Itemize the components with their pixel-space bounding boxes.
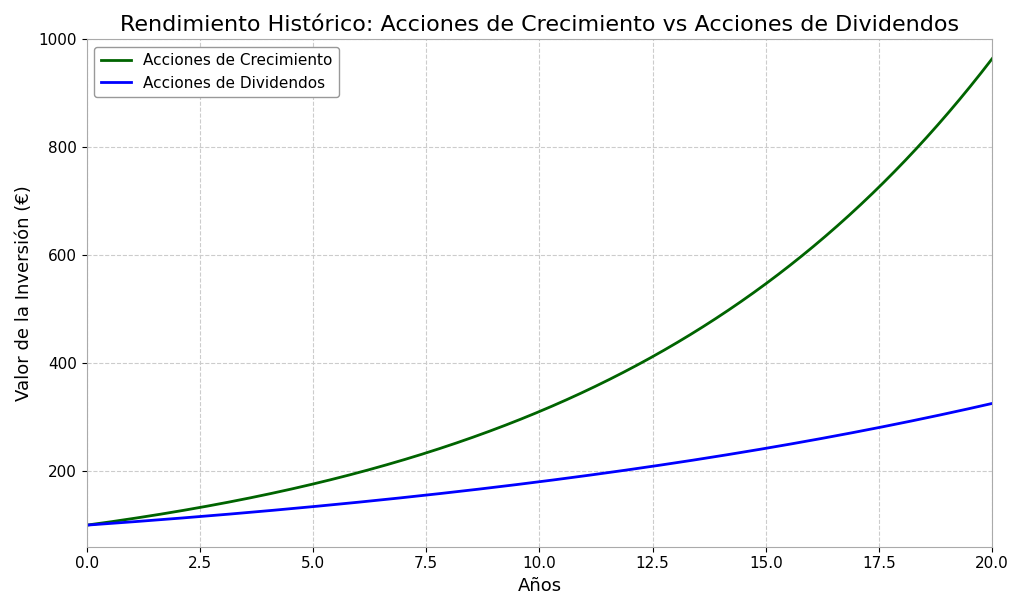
Acciones de Crecimiento xyxy=(803,246,815,254)
Y-axis label: Valor de la Inversión (€): Valor de la Inversión (€) xyxy=(15,185,33,401)
Acciones de Crecimiento xyxy=(986,55,998,62)
Acciones de Crecimiento xyxy=(446,440,459,448)
Legend: Acciones de Crecimiento, Acciones de Dividendos: Acciones de Crecimiento, Acciones de Div… xyxy=(94,47,339,97)
Acciones de Crecimiento xyxy=(479,429,492,436)
Title: Rendimiento Histórico: Acciones de Crecimiento vs Acciones de Dividendos: Rendimiento Histórico: Acciones de Creci… xyxy=(120,15,959,35)
Line: Acciones de Crecimiento: Acciones de Crecimiento xyxy=(87,59,992,525)
Acciones de Dividendos xyxy=(986,400,998,407)
Acciones de Crecimiento xyxy=(702,320,715,327)
Acciones de Dividendos xyxy=(81,522,93,529)
Acciones de Dividendos xyxy=(173,515,185,522)
Acciones de Crecimiento xyxy=(81,522,93,529)
Acciones de Dividendos xyxy=(786,440,799,447)
Acciones de Dividendos xyxy=(803,437,815,445)
Acciones de Crecimiento xyxy=(173,508,185,515)
X-axis label: Años: Años xyxy=(517,577,561,595)
Acciones de Dividendos xyxy=(446,489,459,496)
Line: Acciones de Dividendos: Acciones de Dividendos xyxy=(87,403,992,525)
Acciones de Crecimiento xyxy=(786,259,799,267)
Acciones de Dividendos xyxy=(479,485,492,492)
Acciones de Dividendos xyxy=(702,454,715,461)
